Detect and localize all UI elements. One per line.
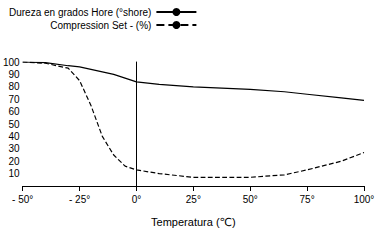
svg-text:80: 80 — [9, 81, 21, 92]
svg-text:100°: 100° — [354, 194, 375, 205]
svg-text:40: 40 — [9, 131, 21, 142]
svg-text:90: 90 — [9, 69, 21, 80]
svg-text:100: 100 — [3, 57, 20, 68]
svg-text:70: 70 — [9, 94, 21, 105]
svg-text:Compression Set - (%): Compression Set - (%) — [50, 20, 151, 31]
svg-text:20: 20 — [9, 156, 21, 167]
svg-text:0°: 0° — [132, 194, 142, 205]
svg-text:- 25°: - 25° — [69, 194, 90, 205]
svg-text:- 50°: - 50° — [12, 194, 33, 205]
svg-text:50°: 50° — [243, 194, 258, 205]
svg-text:25°: 25° — [186, 194, 201, 205]
svg-text:Dureza en grados Hore (°shore): Dureza en grados Hore (°shore) — [9, 7, 151, 18]
svg-text:75°: 75° — [300, 194, 315, 205]
svg-text:50: 50 — [9, 119, 21, 130]
svg-text:30: 30 — [9, 143, 21, 154]
svg-text:60: 60 — [9, 106, 21, 117]
svg-text:Temperatura (℃): Temperatura (℃) — [151, 216, 236, 228]
svg-text:10: 10 — [9, 168, 21, 179]
